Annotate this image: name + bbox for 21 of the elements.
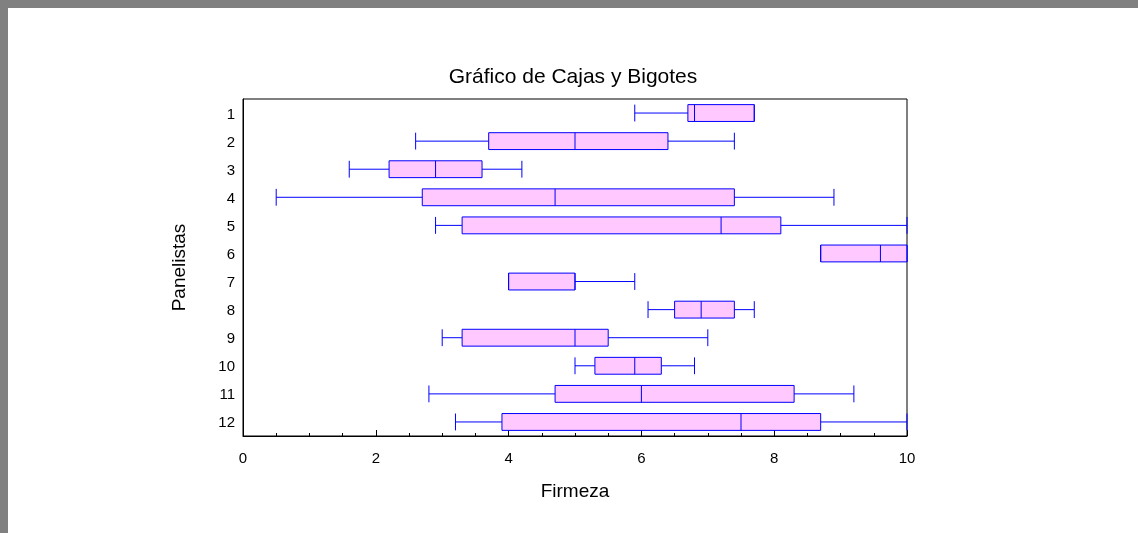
y-tick-label: 11 (219, 385, 235, 403)
chart-title: Gráfico de Cajas y Bigotes (448, 64, 698, 87)
y-tick-label: 6 (226, 244, 235, 262)
y-tick-label: 1 (226, 104, 235, 122)
x-tick-label: 10 (898, 449, 916, 466)
y-tick-label: 8 (226, 301, 235, 319)
y-tick-label: 4 (226, 188, 235, 206)
y-tick-label: 9 (226, 329, 235, 347)
y-axis-title: Panelistas (168, 223, 189, 312)
x-tick-label: 2 (371, 449, 380, 466)
x-tick-label: 4 (504, 449, 513, 466)
y-tick-label: 2 (226, 132, 235, 150)
x-tick-label: 0 (238, 449, 248, 466)
x-tick-label: 6 (637, 449, 646, 466)
x-axis-title: Firmeza (540, 480, 610, 501)
y-tick-label: 12 (218, 413, 235, 431)
y-tick-label: 3 (226, 160, 235, 178)
y-tick-label: 7 (226, 273, 235, 291)
x-tick-label: 8 (770, 449, 779, 466)
y-tick-label: 5 (226, 216, 235, 234)
y-tick-label: 10 (218, 357, 235, 375)
